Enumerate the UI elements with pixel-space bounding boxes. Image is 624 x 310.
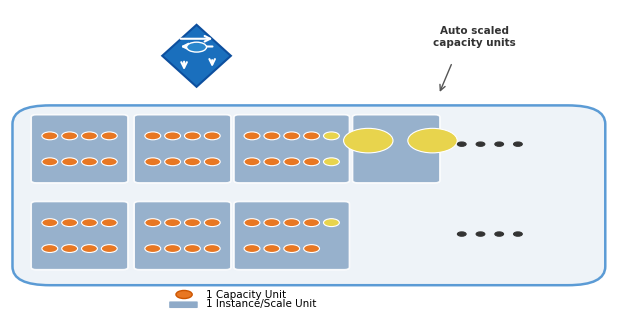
FancyBboxPatch shape <box>234 115 349 183</box>
Circle shape <box>82 132 97 140</box>
Circle shape <box>284 219 300 227</box>
FancyBboxPatch shape <box>134 202 231 270</box>
Circle shape <box>204 245 220 253</box>
Circle shape <box>185 245 200 253</box>
Circle shape <box>244 245 260 253</box>
Circle shape <box>145 245 161 253</box>
Circle shape <box>101 245 117 253</box>
Circle shape <box>495 232 504 236</box>
Circle shape <box>304 245 319 253</box>
Circle shape <box>264 245 280 253</box>
Circle shape <box>264 219 280 227</box>
Circle shape <box>514 142 522 146</box>
Circle shape <box>304 219 319 227</box>
Circle shape <box>284 245 300 253</box>
Circle shape <box>244 132 260 140</box>
Circle shape <box>185 219 200 227</box>
Circle shape <box>264 158 280 166</box>
Text: Auto scaled
capacity units: Auto scaled capacity units <box>433 26 515 48</box>
Circle shape <box>82 245 97 253</box>
Circle shape <box>165 245 180 253</box>
Circle shape <box>187 42 207 52</box>
FancyBboxPatch shape <box>234 202 349 270</box>
Circle shape <box>101 158 117 166</box>
FancyBboxPatch shape <box>134 115 231 183</box>
Circle shape <box>204 158 220 166</box>
Circle shape <box>476 142 485 146</box>
Circle shape <box>42 219 58 227</box>
FancyBboxPatch shape <box>31 202 128 270</box>
Circle shape <box>323 219 339 227</box>
Circle shape <box>495 142 504 146</box>
Circle shape <box>244 219 260 227</box>
FancyBboxPatch shape <box>31 115 128 183</box>
Circle shape <box>101 219 117 227</box>
Circle shape <box>476 232 485 236</box>
FancyBboxPatch shape <box>12 105 605 285</box>
Circle shape <box>62 245 77 253</box>
Circle shape <box>264 132 280 140</box>
Circle shape <box>457 142 466 146</box>
Circle shape <box>145 219 161 227</box>
Circle shape <box>185 132 200 140</box>
Circle shape <box>304 132 319 140</box>
FancyBboxPatch shape <box>168 301 198 309</box>
Circle shape <box>82 219 97 227</box>
Text: 1 Capacity Unit: 1 Capacity Unit <box>206 290 286 299</box>
Circle shape <box>284 158 300 166</box>
Circle shape <box>323 132 339 140</box>
Circle shape <box>244 158 260 166</box>
Circle shape <box>165 158 180 166</box>
Circle shape <box>42 132 58 140</box>
Circle shape <box>62 219 77 227</box>
Circle shape <box>323 158 339 166</box>
Circle shape <box>284 132 300 140</box>
Circle shape <box>344 128 393 153</box>
Circle shape <box>514 232 522 236</box>
Circle shape <box>204 219 220 227</box>
Circle shape <box>408 128 457 153</box>
Circle shape <box>204 132 220 140</box>
Circle shape <box>145 158 161 166</box>
Circle shape <box>457 232 466 236</box>
Circle shape <box>165 132 180 140</box>
Circle shape <box>82 158 97 166</box>
Circle shape <box>62 132 77 140</box>
Circle shape <box>42 158 58 166</box>
Circle shape <box>165 219 180 227</box>
Polygon shape <box>162 25 231 87</box>
FancyBboxPatch shape <box>353 115 440 183</box>
Circle shape <box>185 158 200 166</box>
Circle shape <box>176 290 192 299</box>
Circle shape <box>62 158 77 166</box>
Circle shape <box>145 132 161 140</box>
Circle shape <box>101 132 117 140</box>
Circle shape <box>304 158 319 166</box>
Circle shape <box>42 245 58 253</box>
Text: 1 Instance/Scale Unit: 1 Instance/Scale Unit <box>206 299 316 309</box>
